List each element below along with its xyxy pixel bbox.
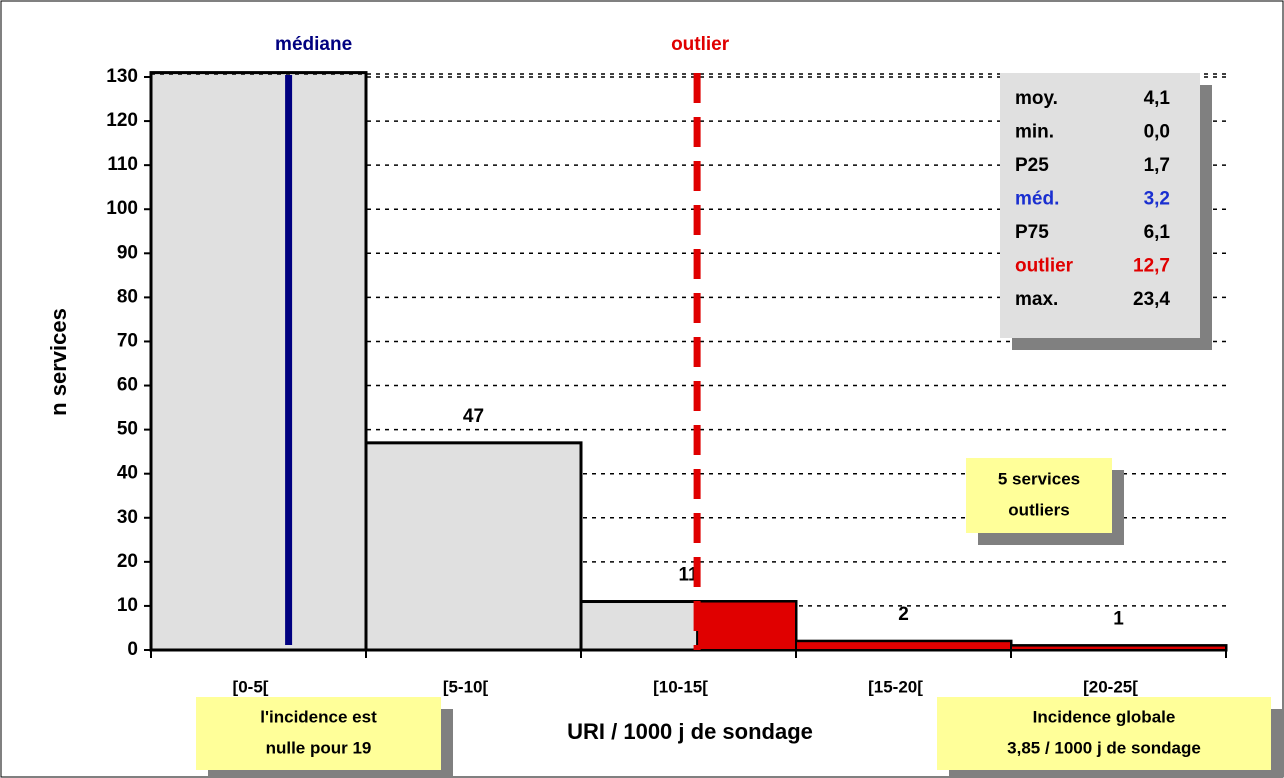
x-tick-label: [10-15[ [653, 677, 708, 696]
y-tick-label: 10 [117, 595, 138, 616]
value-label: 47 [463, 406, 484, 427]
bar [364, 441, 583, 652]
y-tick-label: 0 [127, 639, 138, 660]
stats-value: 3,2 [1144, 189, 1170, 210]
outlier-label: outlier [671, 34, 730, 55]
y-tick-label: 60 [117, 375, 138, 396]
x-tick-label: [20-25[ [1083, 677, 1138, 696]
y-tick-label: 80 [117, 286, 138, 307]
stats-box [1000, 73, 1200, 338]
stats-label: P75 [1015, 222, 1049, 243]
stats-label: max. [1015, 289, 1058, 310]
stats-label: P25 [1015, 155, 1049, 176]
note-text: Incidence globale [1033, 707, 1176, 726]
note-text: l'incidence est [260, 707, 377, 726]
stats-label: moy. [1015, 88, 1058, 109]
stats-value: 6,1 [1144, 222, 1171, 243]
note-text: 5 services [998, 469, 1080, 488]
y-tick-label: 20 [117, 551, 138, 572]
stats-value: 12,7 [1133, 256, 1170, 277]
y-tick-label: 50 [117, 419, 138, 440]
value-label: 2 [898, 604, 909, 625]
stats-value: 4,1 [1144, 88, 1171, 109]
x-tick-label: [0-5[ [233, 677, 269, 696]
note-text: 3,85 / 1000 j de sondage [1007, 738, 1201, 757]
y-axis-title: n services [46, 308, 71, 416]
note-text: nulle pour 19 [266, 738, 372, 757]
stats-label: méd. [1015, 189, 1059, 210]
stats-label: outlier [1015, 256, 1074, 277]
y-tick-label: 120 [106, 110, 138, 131]
note-box [966, 458, 1112, 533]
y-tick-label: 70 [117, 330, 138, 351]
outlier-bar [696, 600, 797, 651]
y-tick-label: 90 [117, 242, 138, 263]
y-tick-label: 110 [107, 154, 138, 175]
x-axis-title: URI / 1000 j de sondage [567, 719, 813, 744]
x-tick-label: [15-20[ [868, 677, 923, 696]
outlier-bar [795, 640, 1012, 652]
stats-value: 0,0 [1144, 122, 1170, 143]
stats-label: min. [1015, 122, 1054, 143]
note-text: outliers [1008, 500, 1069, 519]
note-box [937, 697, 1271, 770]
note-box [196, 697, 441, 770]
y-tick-label: 40 [117, 463, 138, 484]
value-label: 1 [1113, 609, 1124, 630]
stats-value: 1,7 [1144, 155, 1170, 176]
x-tick-label: [5-10[ [443, 677, 489, 696]
y-tick-label: 30 [117, 507, 138, 528]
bar [149, 71, 368, 652]
y-tick-label: 130 [106, 66, 138, 87]
stats-value: 23,4 [1133, 289, 1170, 310]
median-label: médiane [275, 34, 352, 55]
y-tick-label: 100 [106, 198, 138, 219]
